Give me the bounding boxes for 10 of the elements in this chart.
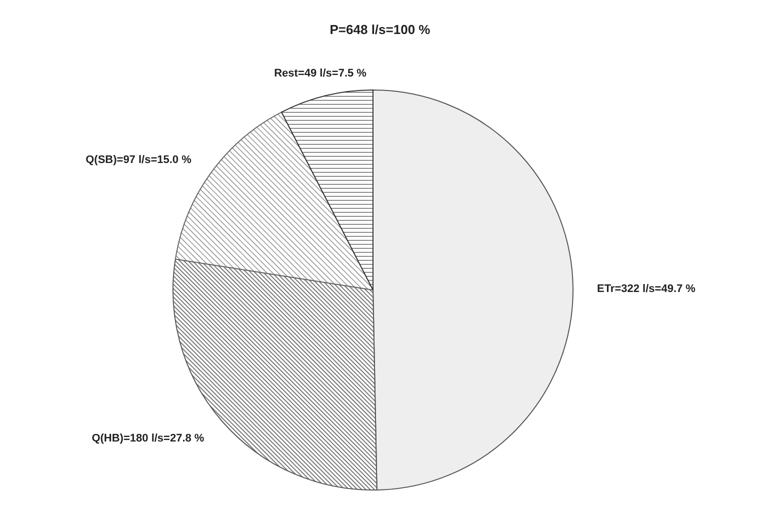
data-label: =322 l/s=49.7 % — [614, 282, 696, 295]
slice-label: ETr — [596, 282, 615, 295]
chart-title: P=648 l/s=100 % — [328, 22, 432, 37]
slice-label: Rest — [274, 67, 298, 80]
slice-label: Q(HB) — [92, 432, 124, 444]
data-label: =97 l/s=15.0 % — [116, 154, 192, 166]
pie-slice — [281, 90, 374, 290]
data-label: =180 l/s=27.8 % — [123, 432, 204, 444]
slice-label: Q(SB) — [86, 154, 117, 166]
data-label: =49 l/s=7.5 % — [298, 67, 366, 80]
